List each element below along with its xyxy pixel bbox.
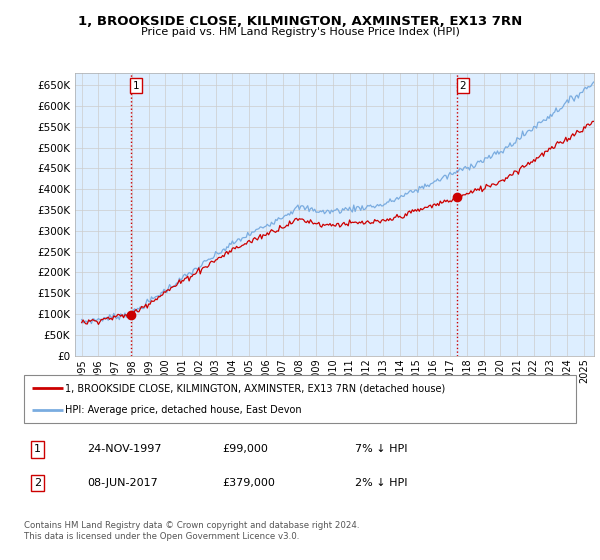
Text: 1, BROOKSIDE CLOSE, KILMINGTON, AXMINSTER, EX13 7RN (detached house): 1, BROOKSIDE CLOSE, KILMINGTON, AXMINSTE… xyxy=(65,383,446,393)
Text: This data is licensed under the Open Government Licence v3.0.: This data is licensed under the Open Gov… xyxy=(24,532,299,541)
Text: 2: 2 xyxy=(460,81,466,91)
Text: 1: 1 xyxy=(133,81,140,91)
Text: HPI: Average price, detached house, East Devon: HPI: Average price, detached house, East… xyxy=(65,405,302,415)
Text: 7% ↓ HPI: 7% ↓ HPI xyxy=(355,445,408,454)
FancyBboxPatch shape xyxy=(24,375,576,423)
Text: 24-NOV-1997: 24-NOV-1997 xyxy=(88,445,162,454)
Text: 1: 1 xyxy=(34,445,41,454)
Text: £99,000: £99,000 xyxy=(223,445,269,454)
Text: £379,000: £379,000 xyxy=(223,478,275,488)
Text: Contains HM Land Registry data © Crown copyright and database right 2024.: Contains HM Land Registry data © Crown c… xyxy=(24,521,359,530)
Text: 2: 2 xyxy=(34,478,41,488)
Text: 1, BROOKSIDE CLOSE, KILMINGTON, AXMINSTER, EX13 7RN: 1, BROOKSIDE CLOSE, KILMINGTON, AXMINSTE… xyxy=(78,15,522,27)
Text: 2% ↓ HPI: 2% ↓ HPI xyxy=(355,478,408,488)
Text: Price paid vs. HM Land Registry's House Price Index (HPI): Price paid vs. HM Land Registry's House … xyxy=(140,27,460,37)
Text: 08-JUN-2017: 08-JUN-2017 xyxy=(88,478,158,488)
